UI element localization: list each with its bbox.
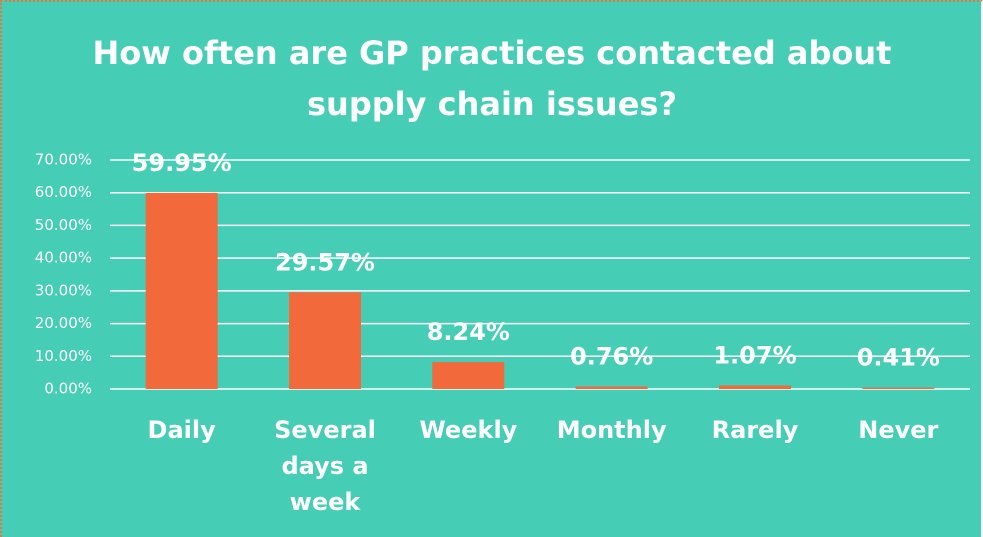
x-label-box: Several days a week	[274, 416, 376, 516]
x-label-box: Daily	[147, 416, 216, 444]
bar	[719, 385, 791, 389]
x-label-box: Monthly	[556, 416, 667, 444]
value-label: 59.95%	[132, 149, 232, 177]
x-tick-label: Weekly	[419, 416, 518, 444]
y-tick-label: 50.00%	[35, 216, 92, 234]
bar	[289, 292, 361, 389]
x-label-box: Never	[858, 416, 939, 444]
bar	[145, 192, 218, 389]
x-tick-label: Rarely	[711, 416, 799, 444]
y-tick-label: 0.00%	[44, 380, 92, 398]
value-label: 29.57%	[275, 248, 375, 276]
chart-title: How often are GP practices contacted abo…	[92, 34, 892, 123]
y-tick-label: 70.00%	[35, 151, 92, 169]
x-tick-label: Several days a week	[274, 416, 376, 516]
y-tick-label: 40.00%	[35, 249, 92, 267]
bar	[575, 386, 648, 389]
title-box: How often are GP practices contacted abo…	[92, 34, 892, 123]
bar	[432, 362, 505, 389]
bar	[862, 387, 935, 389]
x-tick-label: Monthly	[556, 416, 667, 444]
x-label-box: Weekly	[419, 416, 518, 444]
y-tick-label: 30.00%	[35, 281, 92, 299]
value-label: 0.41%	[857, 344, 940, 372]
x-label-box: Rarely	[711, 416, 799, 444]
x-tick-label: Never	[858, 416, 939, 444]
y-tick-label: 10.00%	[35, 347, 92, 365]
x-tick-label: Daily	[147, 416, 216, 444]
y-tick-label: 60.00%	[35, 183, 92, 201]
value-label: 8.24%	[427, 318, 510, 346]
y-tick-label: 20.00%	[35, 314, 92, 332]
value-label: 0.76%	[570, 343, 653, 371]
value-label: 1.07%	[713, 341, 796, 369]
